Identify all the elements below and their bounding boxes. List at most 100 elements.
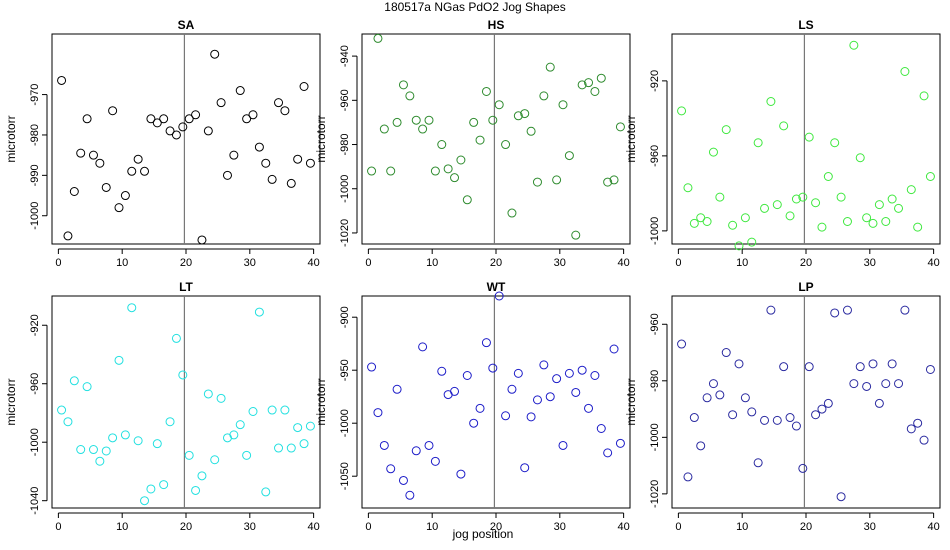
data-point — [925, 172, 935, 181]
y-tick-label: -960 — [649, 145, 661, 167]
data-point — [286, 443, 296, 453]
y-tick-label: -1000 — [649, 423, 661, 451]
y-axis-label: microtorr — [624, 115, 638, 162]
data-point — [488, 115, 498, 125]
x-tick-label: 10 — [736, 257, 748, 269]
data-point — [842, 217, 852, 226]
data-point — [299, 439, 309, 449]
data-point — [293, 154, 303, 164]
data-point — [386, 166, 396, 176]
data-point — [274, 443, 284, 453]
data-point — [753, 138, 763, 148]
data-point — [373, 33, 383, 43]
plot-frame — [671, 33, 941, 245]
data-point — [785, 211, 795, 221]
data-point — [95, 158, 105, 168]
panel-title: LS — [798, 18, 813, 32]
y-tick-label: -1000 — [649, 217, 661, 245]
data-point — [791, 421, 801, 431]
x-tick-label: 10 — [736, 521, 748, 533]
data-point — [462, 195, 472, 205]
data-point — [913, 222, 923, 232]
data-point — [740, 213, 750, 223]
plot-frame — [361, 33, 631, 245]
data-point — [216, 98, 226, 108]
x-tick-label: 0 — [675, 521, 681, 533]
data-point — [791, 194, 801, 204]
data-point — [101, 446, 111, 456]
data-point — [874, 200, 884, 210]
data-point — [868, 218, 878, 228]
data-point — [881, 217, 891, 226]
data-point — [184, 114, 194, 124]
plot-frame — [671, 295, 941, 509]
data-point — [766, 97, 776, 106]
data-point — [146, 114, 156, 124]
data-point — [171, 130, 181, 140]
x-tick-label: 10 — [426, 257, 438, 269]
data-point — [379, 440, 389, 450]
data-point — [501, 411, 511, 421]
data-point — [254, 307, 264, 317]
data-point — [178, 370, 188, 380]
y-axis-label: microtorr — [4, 378, 18, 425]
x-tick-label: 20 — [490, 521, 502, 533]
x-tick-label: 20 — [180, 257, 192, 269]
y-tick-label: -1000 — [339, 409, 351, 437]
x-tick-label: 30 — [864, 257, 876, 269]
data-point — [437, 366, 447, 376]
data-point — [76, 445, 86, 455]
data-point — [817, 222, 827, 232]
data-point — [689, 413, 699, 423]
data-point — [76, 148, 86, 158]
data-point — [615, 122, 625, 132]
data-point — [913, 418, 923, 428]
data-point — [558, 100, 568, 110]
data-point — [133, 436, 143, 446]
data-point — [545, 62, 555, 72]
data-point — [152, 118, 162, 128]
data-point — [785, 413, 795, 423]
figure-title: 180517a NGas PdO2 Jog Shapes — [384, 0, 565, 14]
data-point — [57, 75, 67, 85]
data-point — [740, 393, 750, 403]
data-point — [919, 435, 929, 445]
panel-ls: LS 0 10 20 30 40 -1000 -960 -920 microtorr — [624, 18, 941, 269]
data-point — [430, 166, 440, 176]
data-point — [450, 173, 460, 183]
panel-lp: LP 0 10 20 30 40 -1020 -1000 -980 -960 microtorr — [624, 280, 941, 533]
data-point — [811, 198, 821, 208]
x-tick-label: 40 — [927, 521, 939, 533]
data-point — [63, 231, 73, 241]
data-point — [456, 155, 466, 165]
data-point — [558, 440, 568, 450]
data-point — [849, 379, 859, 389]
data-point — [373, 408, 383, 418]
data-point — [57, 405, 67, 415]
data-point — [590, 371, 600, 380]
x-tick-label: 30 — [864, 521, 876, 533]
data-point — [798, 192, 808, 202]
data-point — [203, 389, 213, 399]
plot-frame — [51, 33, 321, 245]
data-point — [526, 412, 536, 422]
data-point — [69, 187, 79, 196]
data-point — [906, 424, 916, 434]
data-point — [140, 496, 150, 506]
data-point — [210, 455, 220, 465]
data-point — [734, 359, 744, 369]
data-point — [88, 445, 98, 455]
data-point — [494, 291, 504, 301]
y-tick-label: -1000 — [29, 428, 41, 456]
data-point — [248, 407, 258, 417]
data-point — [462, 371, 472, 380]
data-point — [140, 166, 150, 176]
data-point — [222, 170, 232, 180]
x-tick-label: 20 — [490, 257, 502, 269]
data-point — [779, 362, 789, 372]
data-point — [696, 441, 706, 451]
data-point — [114, 355, 124, 365]
data-point — [191, 485, 201, 495]
data-point — [513, 111, 523, 121]
y-tick-label: -900 — [339, 306, 351, 328]
